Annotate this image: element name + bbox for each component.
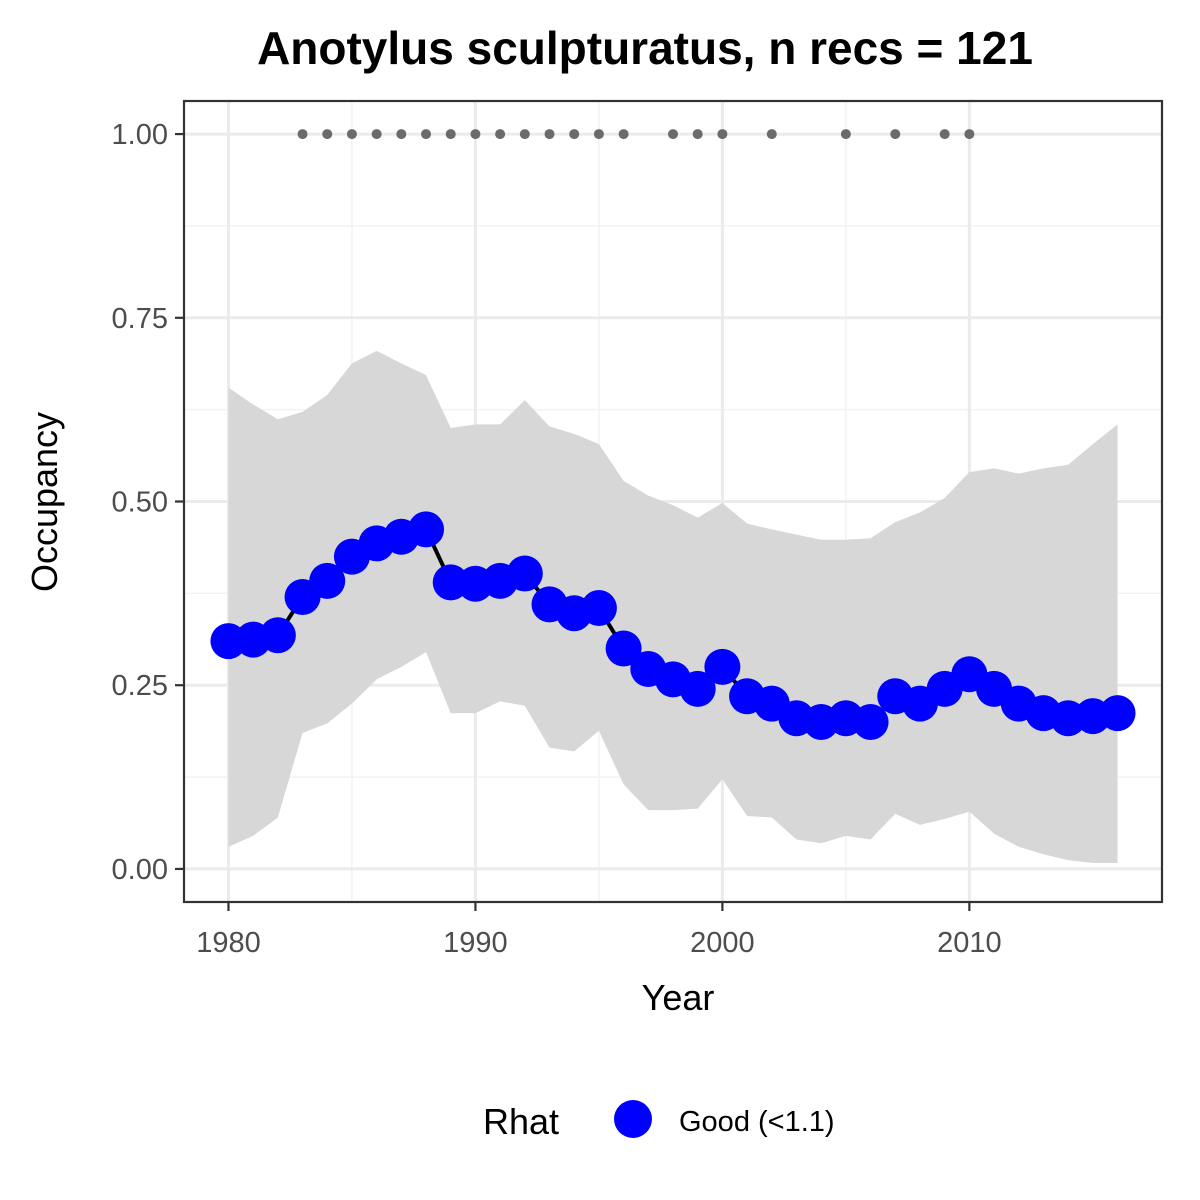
y-tick-label: 0.25 <box>112 670 168 702</box>
x-tick-label: 2010 <box>937 927 1002 959</box>
x-tick-label: 1990 <box>443 927 508 959</box>
record-dot <box>569 129 580 140</box>
y-tick-label: 0.50 <box>112 487 168 519</box>
legend-title: Rhat <box>483 1101 559 1142</box>
y-axis-title: Occupancy <box>24 412 65 592</box>
record-dot <box>618 129 629 140</box>
confidence-ribbon-layer <box>228 350 1118 864</box>
occupancy-point <box>580 590 617 627</box>
occupancy-point <box>506 555 543 592</box>
record-dot <box>322 129 333 140</box>
record-dot <box>692 129 703 140</box>
legend: Rhat Good (<1.1) <box>483 1100 835 1142</box>
y-tick-label: 0.75 <box>112 303 168 335</box>
record-dot <box>766 129 777 140</box>
record-dots-layer <box>297 129 975 140</box>
confidence-ribbon <box>228 350 1118 864</box>
x-tick-label: 1980 <box>196 927 261 959</box>
record-dot <box>668 129 678 140</box>
y-tick-label: 1.00 <box>112 119 168 151</box>
record-dot <box>445 129 456 140</box>
record-dot <box>519 129 530 140</box>
record-dot <box>964 129 975 140</box>
y-axis: 0.00 0.25 0.50 0.75 1.00 <box>112 119 184 886</box>
record-dot <box>840 129 851 140</box>
record-dot <box>421 129 432 140</box>
record-dot <box>495 129 506 140</box>
occupancy-point <box>309 562 346 599</box>
legend-label-good: Good (<1.1) <box>679 1106 835 1138</box>
record-dot <box>371 129 382 140</box>
occupancy-point <box>679 670 716 707</box>
record-dot <box>593 129 604 140</box>
x-axis: 1980 1990 2000 2010 <box>196 902 1002 959</box>
occupancy-point <box>1099 695 1136 732</box>
occupancy-point <box>852 703 889 740</box>
record-dot <box>717 129 728 140</box>
record-dot <box>396 129 407 140</box>
record-dot <box>544 129 555 140</box>
legend-key-good <box>614 1100 652 1138</box>
occupancy-point <box>605 630 642 667</box>
record-dot <box>346 129 357 140</box>
x-tick-label: 2000 <box>690 927 755 959</box>
record-dot <box>939 129 950 140</box>
occupancy-point <box>259 617 296 654</box>
occupancy-point <box>704 648 741 685</box>
occupancy-points-layer <box>210 511 1136 740</box>
y-tick-label: 0.00 <box>112 854 168 886</box>
record-dot <box>890 129 901 140</box>
occupancy-point <box>408 511 445 548</box>
x-axis-title: Year <box>642 977 715 1018</box>
chart-title: Anotylus sculpturatus, n recs = 121 <box>257 22 1033 74</box>
record-dot <box>470 129 481 140</box>
record-dot <box>297 129 308 140</box>
